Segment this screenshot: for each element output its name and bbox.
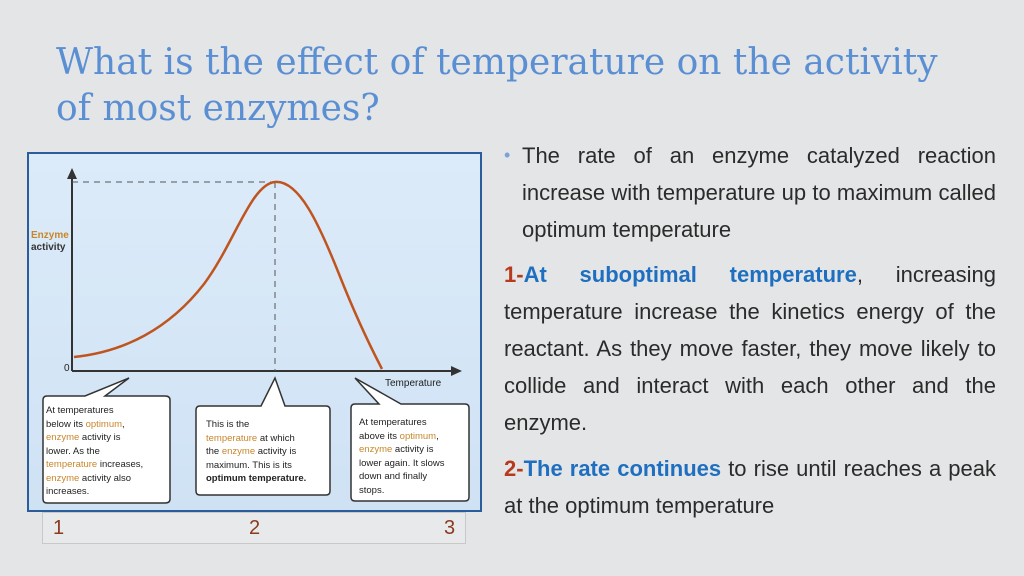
enzyme-temperature-figure: Enzyme activity 0 Temperature At tempera… [27, 152, 482, 512]
b1-t11: increases. [46, 486, 90, 497]
point-2-text: to rise until reaches a peak at the opti… [504, 456, 996, 518]
b2-t6: maximum. This is its [206, 459, 292, 471]
b3-t7: down and finally [359, 471, 428, 482]
b1-t5: activity is [79, 432, 121, 443]
point-1-highlight: At suboptimal temperature [523, 262, 857, 287]
figure-number-2: 2 [249, 517, 261, 539]
point-1-text: , increasing temperature increase the ki… [504, 262, 996, 435]
figure-number-bar: 1 2 3 [42, 512, 466, 544]
b3-t8: stops. [359, 484, 385, 496]
figure-number-1: 1 [53, 517, 65, 539]
b3-t1: above its [359, 430, 400, 442]
b2-t2: at which [257, 432, 295, 444]
origin-label: 0 [64, 363, 70, 374]
title-line-2: of most enzymes? [56, 88, 380, 129]
b1-t9: enzyme [46, 472, 80, 484]
page-title: What is the effect of temperature on the… [56, 40, 956, 132]
b3-t6: lower again. It slows [359, 457, 445, 469]
b1-t4: enzyme [46, 432, 80, 443]
b3-t4: enzyme [359, 444, 393, 455]
b1-t6: lower. As the [46, 445, 100, 457]
callout-text-3: At temperatures above its optimum, enzym… [359, 416, 445, 497]
activity-curve [73, 180, 384, 370]
title-line-1: What is the effect of temperature on the… [56, 42, 938, 83]
b2-t7: optimum temperature. [206, 473, 307, 484]
y-axis-label: Enzyme activity [31, 230, 69, 254]
bullet-dot-icon: • [504, 145, 511, 165]
bullet-point: • The rate of an enzyme catalyzed reacti… [504, 137, 996, 248]
b2-t0: This is the [206, 419, 250, 430]
callout-bubble-2 [195, 376, 331, 496]
b3-t3: , [436, 430, 439, 442]
b1-t0: At temperatures [46, 405, 114, 416]
b2-t5: activity is [255, 446, 297, 457]
point-1-number: 1- [504, 262, 524, 287]
y-axis-label-line-2: activity [31, 242, 66, 253]
point-2-number: 2- [504, 456, 524, 481]
figure-graphics [42, 168, 470, 504]
b1-t1: below its [46, 418, 86, 430]
b3-t0: At temperatures [359, 417, 427, 428]
b2-t1: temperature [206, 432, 258, 444]
x-axis-arrow [451, 366, 462, 376]
b1-t2: optimum [85, 418, 123, 430]
x-axis-label: Temperature [385, 378, 442, 389]
b3-t2: optimum [399, 430, 437, 442]
b1-t8: increases, [97, 459, 144, 470]
y-axis-label-line-1: Enzyme [31, 230, 69, 241]
y-axis-arrow [67, 168, 77, 179]
point-2-highlight: The rate continues [523, 456, 722, 481]
b3-t5: activity is [392, 444, 434, 455]
figure-number-3: 3 [444, 517, 456, 539]
callout-bubble-3 [350, 377, 470, 502]
callout-text-1: At temperatures below its optimum, enzym… [46, 404, 143, 499]
b1-t3: , [122, 418, 125, 430]
callout-bubble-1 [42, 377, 171, 504]
b2-t3: the [206, 446, 222, 457]
callout-text-2: This is the temperature at which the enz… [206, 418, 306, 486]
b1-t10: activity also [79, 472, 132, 484]
point-1: 1-At suboptimal temperature, increasing … [504, 256, 996, 441]
b2-t4: enzyme [221, 446, 256, 457]
bullet-text: The rate of an enzyme catalyzed reaction… [522, 143, 996, 242]
point-2: 2-The rate continues to rise until reach… [504, 450, 996, 524]
b1-t7: temperature [46, 459, 98, 470]
